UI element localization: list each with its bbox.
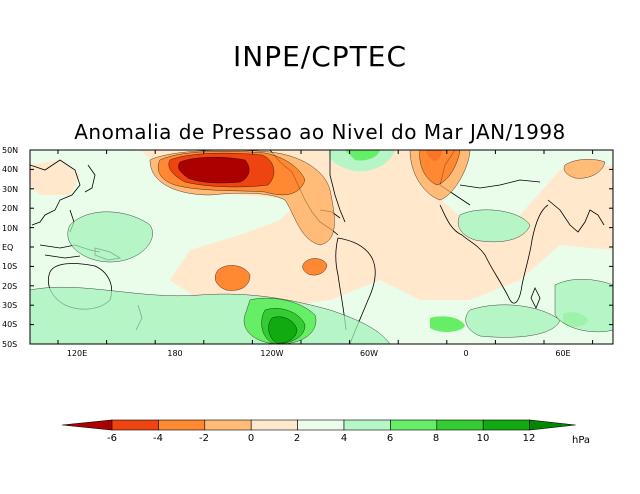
anomaly-region [328, 150, 395, 172]
colorbar-label: 0 [247, 433, 255, 444]
colorbar-swatch [204, 419, 252, 431]
lon-label: 120E [66, 349, 88, 358]
organization-title: INPE/CPTEC [233, 40, 407, 73]
lat-label: 20N [2, 204, 19, 213]
axis-ticks [30, 149, 613, 345]
colorbar-label: 12 [522, 433, 536, 444]
colorbar-swatch [61, 419, 113, 431]
colorbar-swatch [529, 419, 576, 431]
anomaly-region [430, 316, 465, 332]
lat-label: EQ [2, 243, 14, 252]
lat-label: 40S [2, 320, 18, 329]
colorbar-label: 6 [386, 433, 394, 444]
colorbar-label: -4 [153, 433, 163, 444]
lon-label: 180 [167, 349, 183, 358]
colorbar-swatch [111, 419, 159, 431]
colorbar [61, 419, 576, 431]
colorbar-swatch [482, 419, 530, 431]
colorbar-unit: hPa [572, 435, 591, 446]
lat-label: 20S [2, 282, 18, 291]
colorbar-label: 8 [432, 433, 440, 444]
lat-label: 50N [2, 146, 19, 155]
anomaly-region [345, 150, 380, 161]
colorbar-swatch [250, 419, 298, 431]
lon-label: 60E [555, 349, 571, 358]
lon-label: 60W [359, 349, 379, 358]
colorbar-swatch [158, 419, 206, 431]
colorbar-label: -6 [107, 433, 117, 444]
colorbar-label: 10 [476, 433, 490, 444]
colorbar-swatch [436, 419, 484, 431]
map-title: Anomalia de Pressao ao Nivel do Mar JAN/… [74, 120, 566, 144]
lat-label: 40N [2, 165, 19, 174]
colorbar-swatch [390, 419, 438, 431]
colorbar-label: -2 [199, 433, 209, 444]
lat-label: 10N [2, 224, 19, 233]
lat-label: 50S [2, 340, 18, 349]
lon-label: 0 [463, 349, 469, 358]
colorbar-swatch [297, 419, 345, 431]
lat-label: 10S [2, 262, 18, 271]
lat-label: 30N [2, 185, 19, 194]
colorbar-label: 4 [340, 433, 348, 444]
lat-label: 30S [2, 301, 18, 310]
lon-label: 120W [260, 349, 284, 358]
colorbar-label: 2 [293, 433, 301, 444]
colorbar-swatch [343, 419, 391, 431]
